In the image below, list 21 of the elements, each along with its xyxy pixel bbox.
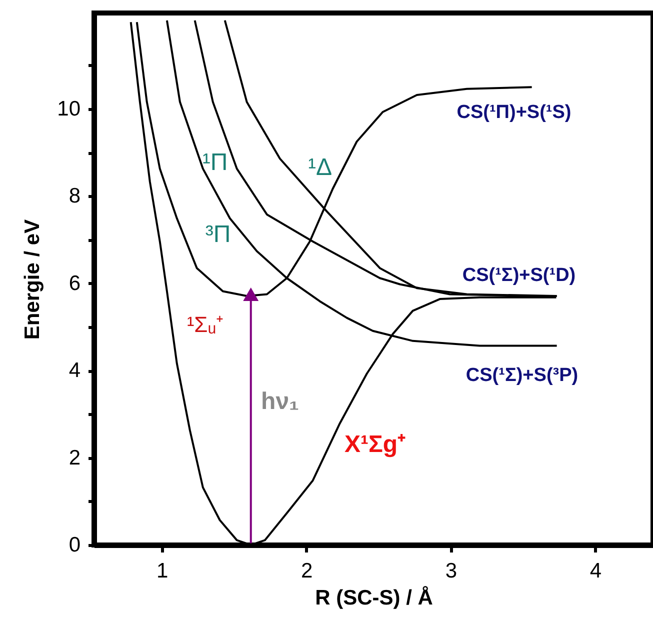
- annotation: hν₁: [261, 388, 300, 415]
- annotation: ¹Σᵤ⁺: [186, 312, 224, 337]
- annotation: ¹Π: [202, 149, 228, 176]
- y-tick-label: 0: [68, 534, 80, 556]
- annotation: CS(¹Σ)+S(¹D): [462, 265, 576, 286]
- y-tick-label: 6: [68, 272, 80, 295]
- y-tick-label: 4: [68, 359, 81, 382]
- y-axis-title: Energie / eV: [21, 219, 44, 340]
- x-axis-title: R (SC-S) / Å: [315, 586, 433, 610]
- x-tick-label: 3: [445, 560, 458, 582]
- annotation: ³Π: [205, 221, 231, 248]
- annotation: X¹Σg⁺: [344, 431, 406, 458]
- y-tick-label: 8: [68, 184, 80, 208]
- y-tick-label: 10: [57, 97, 80, 120]
- y-tick-label: 2: [68, 446, 80, 470]
- x-tick-label: 1: [156, 560, 168, 582]
- annotation: ¹Δ: [308, 154, 332, 181]
- annotation: CS(¹Π)+S(¹S): [456, 102, 572, 123]
- annotation: CS(¹Σ)+S(³P): [466, 365, 578, 386]
- x-tick-label: 4: [590, 560, 602, 582]
- x-tick-label: 2: [300, 560, 313, 582]
